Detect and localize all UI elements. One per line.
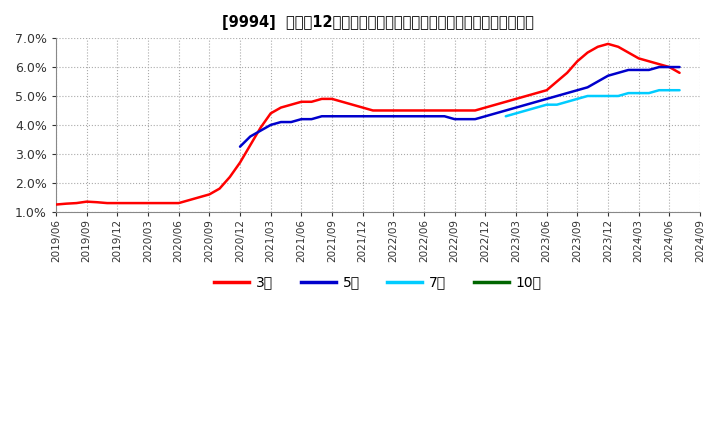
Title: [9994]  売上高12か月移動合計の対前年同期増減率の標準偏差の推移: [9994] 売上高12か月移動合計の対前年同期増減率の標準偏差の推移 bbox=[222, 15, 534, 30]
Legend: 3年, 5年, 7年, 10年: 3年, 5年, 7年, 10年 bbox=[209, 270, 547, 295]
